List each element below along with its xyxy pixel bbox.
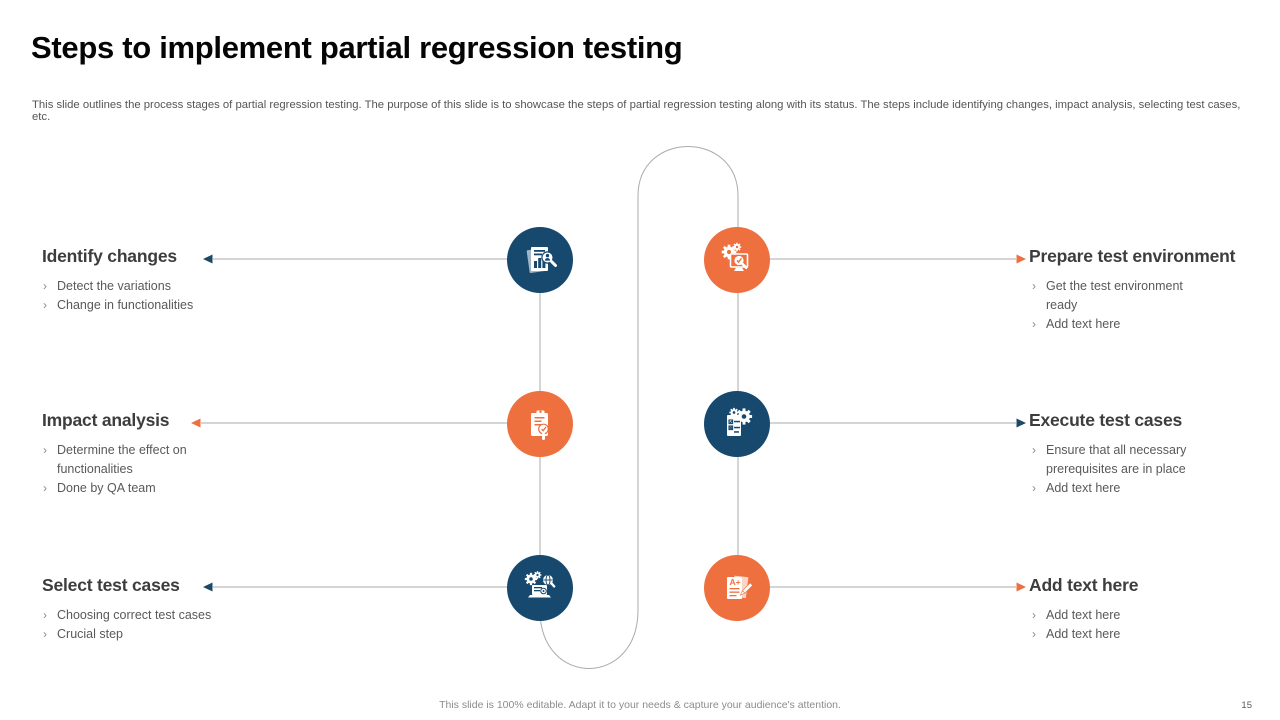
step-title: Identify changes: [42, 246, 177, 266]
page-number: 15: [1241, 700, 1252, 711]
bullet-item: › Ensure that all necessary prerequisites…: [1032, 441, 1204, 479]
step-bullets: › Choosing correct test cases › Crucial st…: [43, 606, 248, 644]
left-arrow-marker: [191, 418, 201, 428]
bullet-item: › Add text here: [1032, 606, 1204, 625]
left-arrow-marker: [203, 254, 213, 264]
step-execute-test-cases: Execute test cases › Ensure that all nece…: [1029, 410, 1204, 498]
step-title: Impact analysis: [42, 410, 170, 430]
bullet-item: › Choosing correct test cases: [43, 606, 248, 625]
step-title: Add text here: [1029, 575, 1139, 595]
chevron-bullet-icon: ›: [1032, 317, 1036, 331]
step-title: Execute test cases: [1029, 410, 1183, 430]
chevron-bullet-icon: ›: [1032, 627, 1036, 641]
bullet-text: Detect the variations: [57, 279, 171, 293]
chevron-bullet-icon: ›: [43, 627, 47, 641]
clipboard-magnifier-icon: [531, 410, 549, 440]
left-arrow-marker: [203, 582, 213, 592]
bullet-text: Crucial step: [57, 627, 123, 641]
bullet-text: Determine the effect on functionalities: [57, 443, 187, 476]
bullet-item: › Get the test environment ready: [1032, 277, 1204, 315]
step-bullets: › Add text here › Add text here: [1032, 606, 1204, 644]
bullet-item: › Detect the variations: [43, 277, 248, 296]
chevron-bullet-icon: ›: [43, 279, 47, 293]
right-arrow-marker: [1016, 418, 1026, 428]
step-add-text-here: Add text here › Add text here › Add text h…: [1029, 575, 1204, 644]
bullet-text: Choosing correct test cases: [57, 608, 212, 622]
step-bullets: › Determine the effect on functionalities…: [43, 441, 248, 498]
step-title: Select test cases: [42, 575, 180, 595]
report-search-icon: [526, 247, 557, 274]
grade-paper-pencil-icon: A+: [727, 575, 753, 599]
right-arrow-marker: [1016, 254, 1026, 264]
step-prepare-test-environment: Prepare test environment › Get the test e…: [1029, 246, 1235, 334]
chevron-bullet-icon: ›: [43, 443, 47, 457]
step-title: Prepare test environment: [1029, 246, 1236, 266]
bullet-text: Done by QA team: [57, 481, 156, 495]
bullet-text: Add text here: [1046, 481, 1121, 495]
serpentine-path: [539, 146, 739, 669]
bullet-item: › Done by QA team: [43, 479, 248, 498]
step-bullets: › Detect the variations › Change in functi…: [43, 277, 248, 315]
footer-note: This slide is 100% editable. Adapt it to…: [439, 699, 841, 711]
chevron-bullet-icon: ›: [1032, 608, 1036, 622]
checklist-gears-icon: [727, 407, 753, 436]
bullet-item: › Add text here: [1032, 479, 1204, 498]
chevron-bullet-icon: ›: [1032, 443, 1036, 457]
chevron-bullet-icon: ›: [1032, 279, 1036, 293]
chevron-bullet-icon: ›: [43, 298, 47, 312]
connector-lines: [201, 258, 1016, 588]
step-bullets: › Ensure that all necessary prerequisites…: [1032, 441, 1204, 498]
bullet-text: Add text here: [1046, 627, 1121, 641]
bullet-text: Ensure that all necessary prerequisites …: [1046, 443, 1187, 476]
bullet-item: › Add text here: [1032, 625, 1204, 644]
bullet-item: › Determine the effect on functionalities: [43, 441, 248, 479]
step-select-test-cases: Select test cases › Choosing correct test…: [42, 575, 248, 644]
laptop-gears-search-icon: [524, 571, 556, 598]
chevron-bullet-icon: ›: [1032, 481, 1036, 495]
bullet-text: Add text here: [1046, 608, 1121, 622]
grade-label: A+: [730, 577, 741, 587]
bullet-text: Change in functionalities: [57, 298, 194, 312]
bullet-text: Get the test environment ready: [1046, 279, 1183, 312]
bullet-item: › Crucial step: [43, 625, 248, 644]
step-identify-changes: Identify changes › Detect the variations …: [42, 246, 248, 315]
chevron-bullet-icon: ›: [43, 608, 47, 622]
page-title: Steps to implement partial regression te…: [31, 30, 683, 65]
step-bullets: › Get the test environment ready › Add tex…: [1032, 277, 1204, 334]
right-arrow-marker: [1016, 582, 1026, 592]
step-impact-analysis: Impact analysis › Determine the effect on…: [42, 410, 248, 498]
bullet-text: Add text here: [1046, 317, 1121, 331]
bullet-item: › Change in functionalities: [43, 296, 248, 315]
slide-subtitle: This slide outlines the process stages o…: [32, 99, 1241, 123]
monitor-gear-magnifier-icon: [721, 242, 749, 271]
chevron-bullet-icon: ›: [43, 481, 47, 495]
bullet-item: › Add text here: [1032, 315, 1204, 334]
